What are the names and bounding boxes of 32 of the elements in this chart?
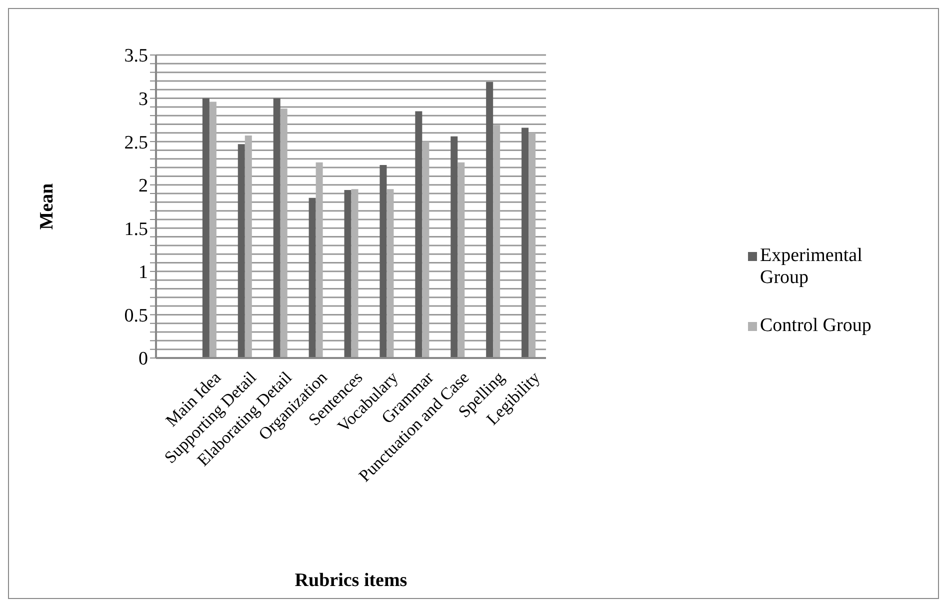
bar (280, 108, 288, 358)
bar (486, 82, 494, 358)
bar (351, 189, 358, 358)
bar (238, 144, 245, 358)
y-tick-label: 3.5 (124, 46, 148, 67)
y-tick-label: 1.5 (124, 218, 148, 240)
bar (308, 198, 316, 358)
bar (244, 136, 252, 358)
bar (316, 162, 323, 358)
y-tick-label: 1 (138, 262, 148, 284)
bar (493, 125, 500, 358)
bar (522, 128, 529, 358)
bar (273, 98, 280, 358)
bar (450, 136, 458, 358)
bar (209, 102, 216, 358)
legend-label: Control Group (760, 314, 872, 336)
y-tick-label: 0 (138, 348, 148, 370)
bar (528, 132, 536, 358)
bar (344, 190, 352, 358)
bar (202, 98, 210, 358)
y-tick-label: 2.5 (124, 132, 148, 154)
bar (415, 111, 422, 358)
x-axis-title: Rubrics items (294, 570, 408, 591)
y-tick-label: 3 (138, 89, 148, 110)
bar (422, 142, 430, 358)
y-axis-title: Mean (36, 182, 58, 230)
y-tick-label: 0.5 (124, 305, 148, 326)
bar (458, 162, 465, 358)
bar (386, 189, 394, 358)
bar (380, 164, 387, 358)
legend-label: Experimental Group (760, 244, 864, 288)
y-tick-label: 2 (138, 176, 148, 197)
